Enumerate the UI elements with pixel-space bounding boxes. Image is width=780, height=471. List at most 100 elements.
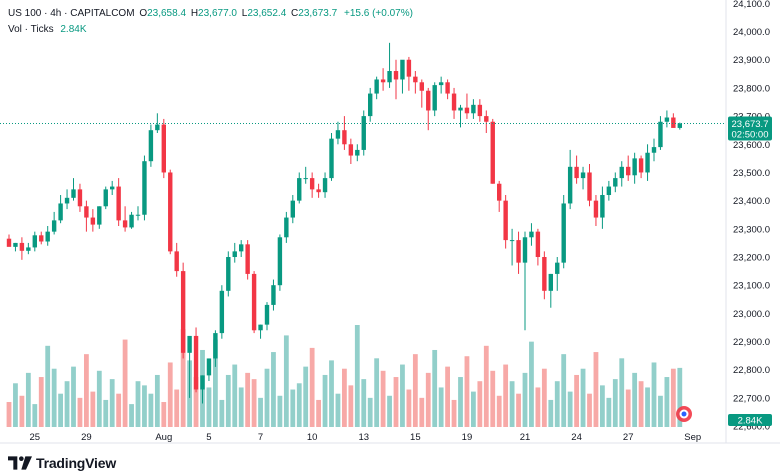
- candle: [471, 99, 476, 119]
- candle: [542, 251, 547, 300]
- candle: [97, 206, 102, 229]
- volume-bar: [561, 354, 567, 427]
- scroll-to-realtime-icon[interactable]: [676, 406, 692, 422]
- time-tick-label: 24: [571, 432, 582, 443]
- candle: [658, 116, 663, 150]
- volume-bar: [342, 368, 347, 427]
- time-tick-label: 13: [358, 432, 369, 443]
- volume-bar: [174, 389, 180, 427]
- candle: [187, 335, 192, 398]
- volume-bar: [574, 374, 579, 427]
- candle: [355, 144, 360, 162]
- candle: [316, 183, 321, 198]
- candle: [103, 186, 108, 210]
- volume-bar: [245, 372, 251, 427]
- volume-bar: [438, 387, 444, 427]
- low-label: L: [241, 8, 248, 19]
- volume-bar: [122, 339, 128, 427]
- tradingview-brand[interactable]: TradingView: [8, 455, 116, 471]
- candle: [226, 251, 231, 297]
- volume-bar: [483, 345, 489, 427]
- candle: [271, 279, 276, 311]
- time-tick-label: 29: [81, 432, 92, 443]
- volume-bar: [58, 393, 63, 427]
- tradingview-logo-icon: [8, 456, 32, 470]
- candle: [626, 155, 631, 181]
- volume-bar: [283, 335, 289, 427]
- candle: [645, 144, 650, 181]
- volume-bar: [535, 387, 541, 427]
- candle: [322, 172, 328, 198]
- open-value: 23,658.4: [147, 8, 187, 19]
- candle: [232, 242, 237, 263]
- candle: [400, 59, 405, 94]
- volume-bar: [13, 383, 18, 427]
- volume-bar: [225, 374, 231, 427]
- price-tick-label: 23,600.0: [733, 140, 770, 151]
- chart-legend: US 100 · 4h · CAPITALCOM O23,658.4 H23,6…: [8, 6, 413, 38]
- time-tick-label: Aug: [155, 432, 172, 443]
- candle: [438, 76, 444, 94]
- volume-bar: [612, 379, 618, 427]
- candle: [219, 285, 225, 339]
- volume-bar: [567, 391, 573, 427]
- volume-bar: [490, 370, 496, 427]
- candle: [451, 87, 457, 119]
- candle: [419, 79, 424, 108]
- close-label: C: [291, 8, 299, 19]
- volume-value: 2.84K: [60, 24, 87, 35]
- volume-bar: [625, 389, 631, 427]
- price-tick-label: 23,100.0: [733, 281, 770, 292]
- volume-bar: [90, 391, 96, 427]
- volume-bar: [516, 393, 521, 427]
- volume-bar: [619, 358, 625, 427]
- time-tick-label: 19: [462, 432, 473, 443]
- volume-bar: [664, 377, 670, 427]
- volume-bar: [587, 393, 592, 427]
- candle: [213, 330, 218, 367]
- price-tick-label: 23,300.0: [733, 224, 770, 235]
- volume-bar: [638, 381, 644, 427]
- volume-bar: [458, 377, 463, 427]
- candle: [180, 262, 186, 359]
- symbol-legend-row: US 100 · 4h · CAPITALCOM O23,658.4 H23,6…: [8, 6, 413, 22]
- open-label: O: [139, 8, 148, 19]
- candle: [387, 42, 392, 88]
- volume-bar: [361, 379, 367, 427]
- candle: [51, 211, 57, 235]
- candle: [110, 180, 115, 196]
- candle: [277, 234, 283, 291]
- price-tick-label: 22,900.0: [733, 337, 770, 348]
- candle: [580, 166, 586, 190]
- candle: [258, 324, 263, 339]
- candle: [497, 180, 502, 212]
- time-tick-label: 15: [410, 432, 421, 443]
- candle: [84, 200, 89, 232]
- candle: [516, 231, 521, 274]
- candle: [664, 110, 670, 128]
- candle: [284, 211, 289, 243]
- candle: [45, 226, 50, 246]
- time-axis[interactable]: 25 29 Aug 5 7 10 13 15 19 21 24 27 Sep: [30, 432, 702, 443]
- candle: [490, 118, 495, 184]
- candle: [39, 231, 44, 245]
- candle: [142, 155, 147, 221]
- candle: [335, 121, 341, 145]
- volume-bar: [387, 395, 392, 427]
- volume-legend-row: Vol · Ticks 2.84K: [8, 22, 413, 38]
- symbol-title[interactable]: US 100 · 4h · CAPITALCOM: [8, 8, 135, 19]
- candle: [348, 138, 354, 165]
- price-axis[interactable]: 24,100.024,000.023,900.023,800.023,700.0…: [733, 0, 770, 433]
- candle: [567, 149, 573, 210]
- volume-bar: [367, 397, 373, 427]
- candle: [168, 169, 173, 255]
- candle: [58, 195, 63, 224]
- volume-bar: [19, 395, 25, 427]
- volume-bar: [419, 397, 425, 427]
- volume-bar: [258, 397, 263, 427]
- volume-bar: [135, 381, 141, 427]
- volume-title[interactable]: Vol · Ticks: [8, 24, 54, 35]
- candle: [155, 113, 160, 134]
- volume-bar: [64, 381, 70, 427]
